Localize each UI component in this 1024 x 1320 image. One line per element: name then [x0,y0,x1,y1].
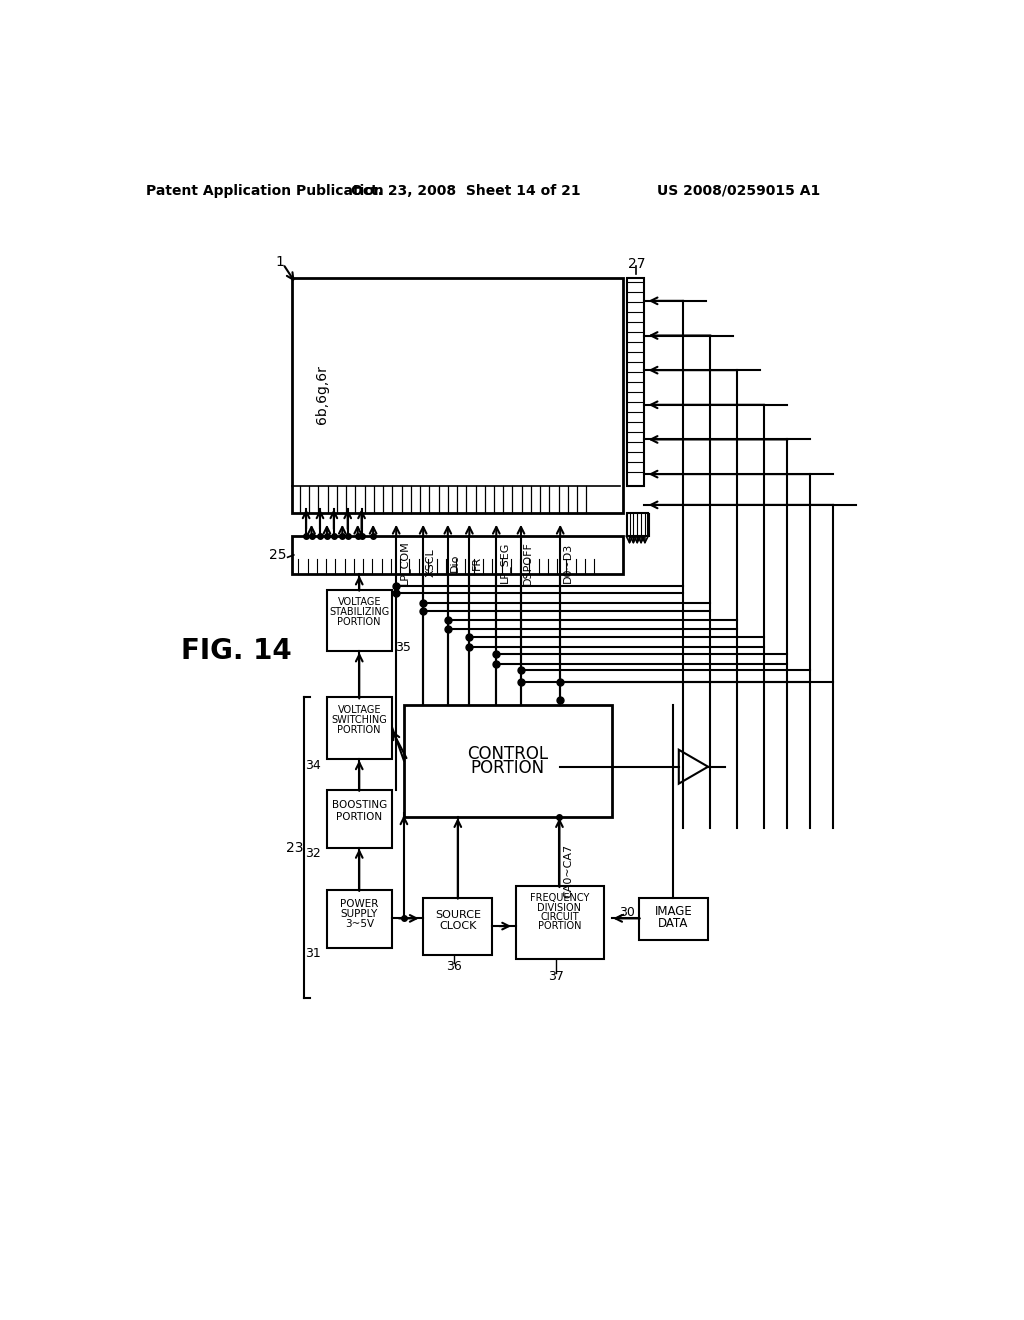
Text: STABILIZING: STABILIZING [329,607,389,616]
Text: PORTION: PORTION [338,725,381,735]
Text: FR: FR [472,556,481,570]
Text: LP_SEG: LP_SEG [499,543,510,583]
Text: US 2008/0259015 A1: US 2008/0259015 A1 [657,183,820,198]
Text: POWER: POWER [340,899,379,908]
Text: 23: 23 [286,841,303,854]
Text: IMAGE: IMAGE [654,906,692,917]
Text: Dio: Dio [451,553,460,572]
Text: Oct. 23, 2008  Sheet 14 of 21: Oct. 23, 2008 Sheet 14 of 21 [350,183,581,198]
Text: SWITCHING: SWITCHING [332,714,387,725]
Text: 35: 35 [394,640,411,653]
Text: PORTION: PORTION [471,759,545,777]
Text: 37: 37 [548,970,563,982]
Text: PORTION: PORTION [538,921,582,931]
Text: BOOSTING: BOOSTING [332,800,387,810]
Text: XSCL: XSCL [425,548,435,577]
Text: Patent Application Publication: Patent Application Publication [146,183,384,198]
Bar [628,512,648,536]
Text: 30: 30 [620,906,635,919]
Text: D0~D3: D0~D3 [562,543,572,582]
Bar [292,277,624,512]
Text: CIRCUIT: CIRCUIT [540,912,579,921]
Text: 32: 32 [305,847,321,861]
Text: 31: 31 [305,948,321,961]
Bar [515,886,604,960]
Text: 25: 25 [268,548,286,562]
Text: DSPOFF: DSPOFF [523,541,534,585]
Text: FIG. 14: FIG. 14 [181,638,292,665]
Text: CA0~CA7: CA0~CA7 [563,843,573,898]
Text: FREQUENCY: FREQUENCY [529,894,589,903]
Text: 36: 36 [446,960,462,973]
Text: SOURCE: SOURCE [435,909,481,920]
Text: SUPPLY: SUPPLY [341,908,378,919]
Text: DIVISION: DIVISION [538,903,582,912]
Bar [403,705,611,817]
Bar [628,277,644,486]
Text: PORTION: PORTION [336,812,382,822]
Text: VOLTAGE: VOLTAGE [338,705,381,714]
Bar [639,898,708,940]
Bar [327,890,392,948]
Bar [327,590,392,651]
Text: 27: 27 [629,257,646,271]
Text: LP_COM: LP_COM [398,540,410,585]
Text: 3~5V: 3~5V [345,919,374,929]
Bar [327,697,392,759]
Text: 6b,6g,6r: 6b,6g,6r [315,366,330,424]
Text: VOLTAGE: VOLTAGE [338,597,381,607]
Text: PORTION: PORTION [338,616,381,627]
Text: CONTROL: CONTROL [467,746,549,763]
Text: 34: 34 [305,759,321,772]
Bar [292,536,624,574]
Text: DATA: DATA [658,916,688,929]
Text: 1: 1 [275,255,285,269]
Bar [423,898,493,956]
Text: CLOCK: CLOCK [439,921,476,931]
Bar [327,789,392,847]
